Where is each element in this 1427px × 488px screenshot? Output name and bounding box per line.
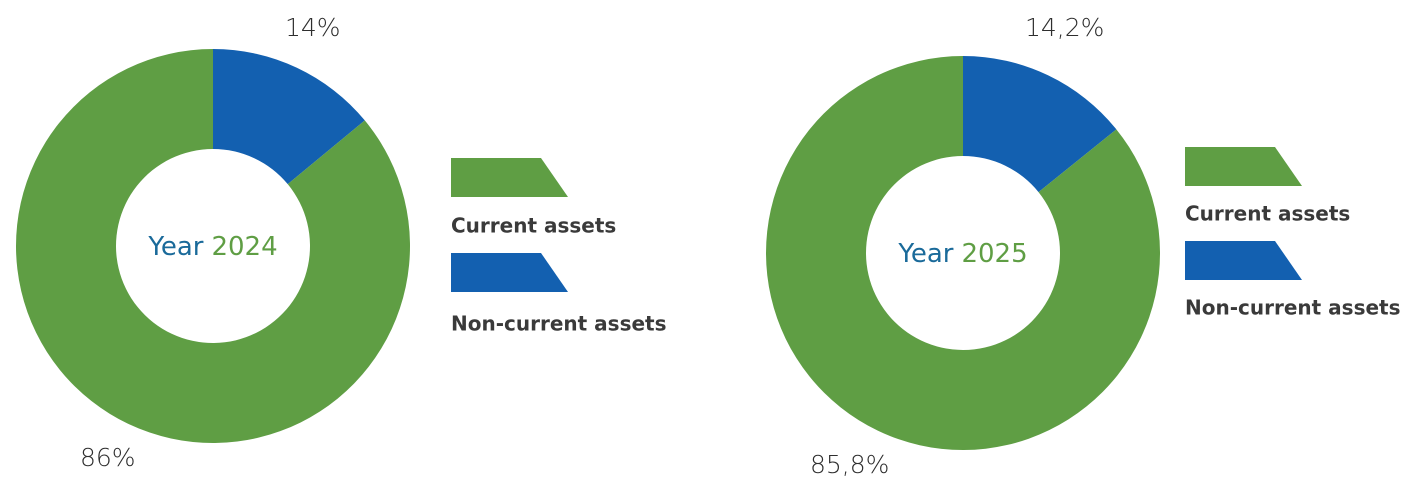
- legend-swatch: [451, 253, 568, 292]
- donut-segment: [963, 56, 1117, 193]
- donut-segment: [766, 56, 1160, 450]
- value-label: 86%: [80, 443, 136, 472]
- legend-label: Non-current assets: [1185, 296, 1401, 320]
- donut-chart: 85,8% 14,2% Year 2025 Current assets Non-curr…: [766, 13, 1401, 479]
- donut-segment: [213, 49, 365, 185]
- center-label-part: Year: [147, 232, 203, 262]
- legend-label: Current assets: [451, 214, 616, 238]
- value-label: 85,8%: [810, 450, 889, 479]
- legend-swatch: [1185, 241, 1302, 280]
- value-label: 14,2%: [1025, 13, 1104, 42]
- center-label: Year 2025: [897, 239, 1027, 269]
- center-label-part: Year: [897, 239, 953, 269]
- value-label: 14%: [285, 13, 341, 42]
- legend-label: Current assets: [1185, 202, 1350, 226]
- donut-chart: 86% 14% Year 2024 Current assets Non-current …: [15, 13, 667, 472]
- legend-swatch: [1185, 147, 1302, 186]
- legend-swatch: [451, 158, 568, 197]
- center-label: Year 2024: [147, 232, 277, 262]
- center-label-part: 2025: [961, 239, 1027, 269]
- legend-label: Non-current assets: [451, 312, 667, 336]
- donut-segment: [15, 49, 410, 443]
- center-label-part: 2024: [211, 232, 277, 262]
